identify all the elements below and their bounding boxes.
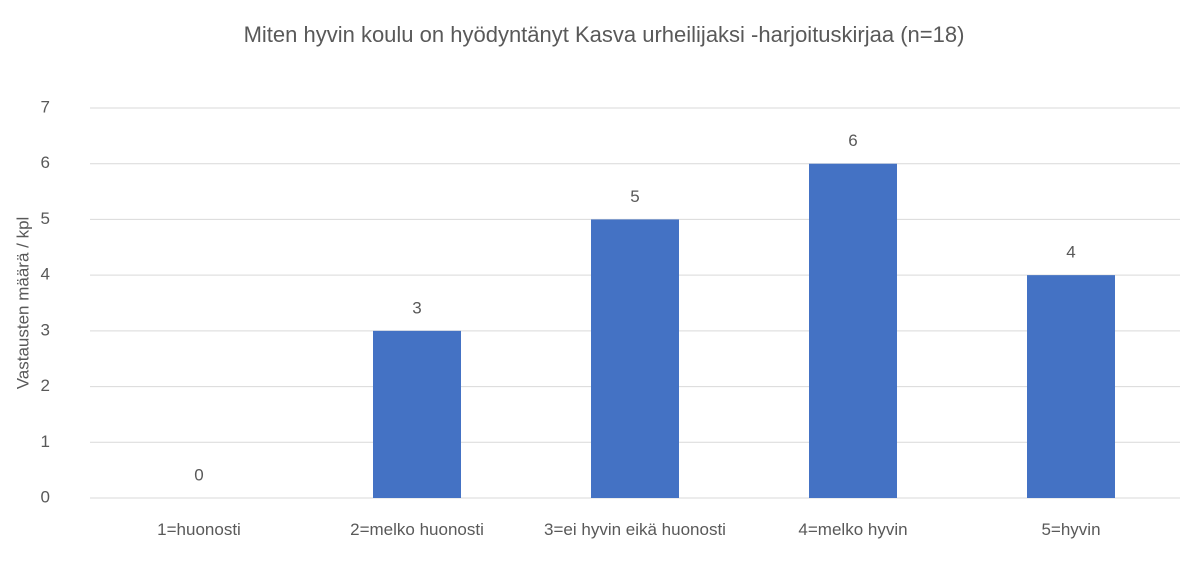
data-label: 6: [848, 131, 857, 150]
y-tick-label: 0: [41, 487, 50, 506]
y-tick-label: 2: [41, 376, 50, 395]
data-label: 0: [194, 465, 203, 484]
y-axis-label: Vastausten määrä / kpl: [13, 217, 32, 390]
y-tick-label: 4: [41, 265, 50, 284]
data-label: 3: [412, 298, 421, 317]
bar: [373, 330, 461, 498]
x-tick-label: 2=melko huonosti: [350, 520, 484, 539]
x-tick-label: 1=huonosti: [157, 520, 241, 539]
x-tick-label: 4=melko hyvin: [798, 520, 908, 539]
y-tick-label: 7: [41, 97, 50, 116]
data-label: 4: [1066, 243, 1075, 262]
x-tick-label: 3=ei hyvin eikä huonosti: [544, 520, 726, 539]
data-label: 5: [630, 187, 639, 206]
y-tick-label: 5: [41, 209, 50, 228]
y-tick-label: 6: [41, 153, 50, 172]
bar: [809, 163, 897, 498]
y-tick-label: 1: [41, 432, 50, 451]
y-tick-label: 3: [41, 320, 50, 339]
chart-title: Miten hyvin koulu on hyödyntänyt Kasva u…: [244, 22, 965, 47]
bar: [591, 219, 679, 498]
bar: [1027, 275, 1115, 498]
x-tick-label: 5=hyvin: [1041, 520, 1101, 539]
